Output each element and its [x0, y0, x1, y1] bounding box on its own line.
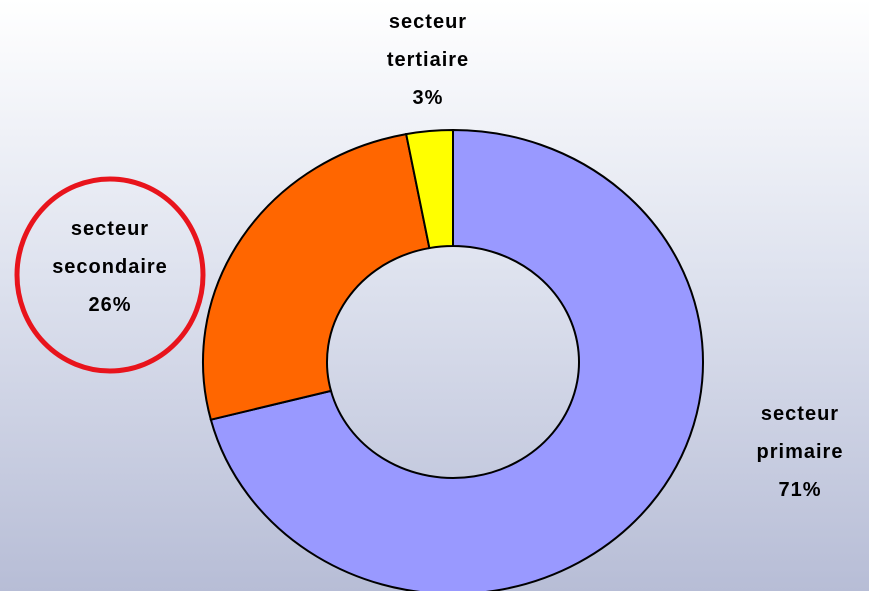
data-label: secteur secondaire 26% — [35, 210, 185, 324]
category-label: secteur tertiaire — [386, 11, 470, 71]
value-label: 26% — [88, 294, 132, 316]
donut-segment — [209, 128, 704, 591]
data-label: secteur tertiaire 3% — [353, 3, 503, 117]
data-label: secteur primaire 71% — [725, 395, 869, 509]
category-label: secteur primaire — [756, 403, 844, 463]
value-label: 3% — [412, 87, 444, 109]
highlight-circle — [14, 176, 206, 374]
value-label: 71% — [778, 479, 822, 501]
category-label: secteur secondaire — [52, 218, 168, 278]
donut-segment — [404, 128, 454, 250]
donut-segment — [202, 132, 431, 421]
